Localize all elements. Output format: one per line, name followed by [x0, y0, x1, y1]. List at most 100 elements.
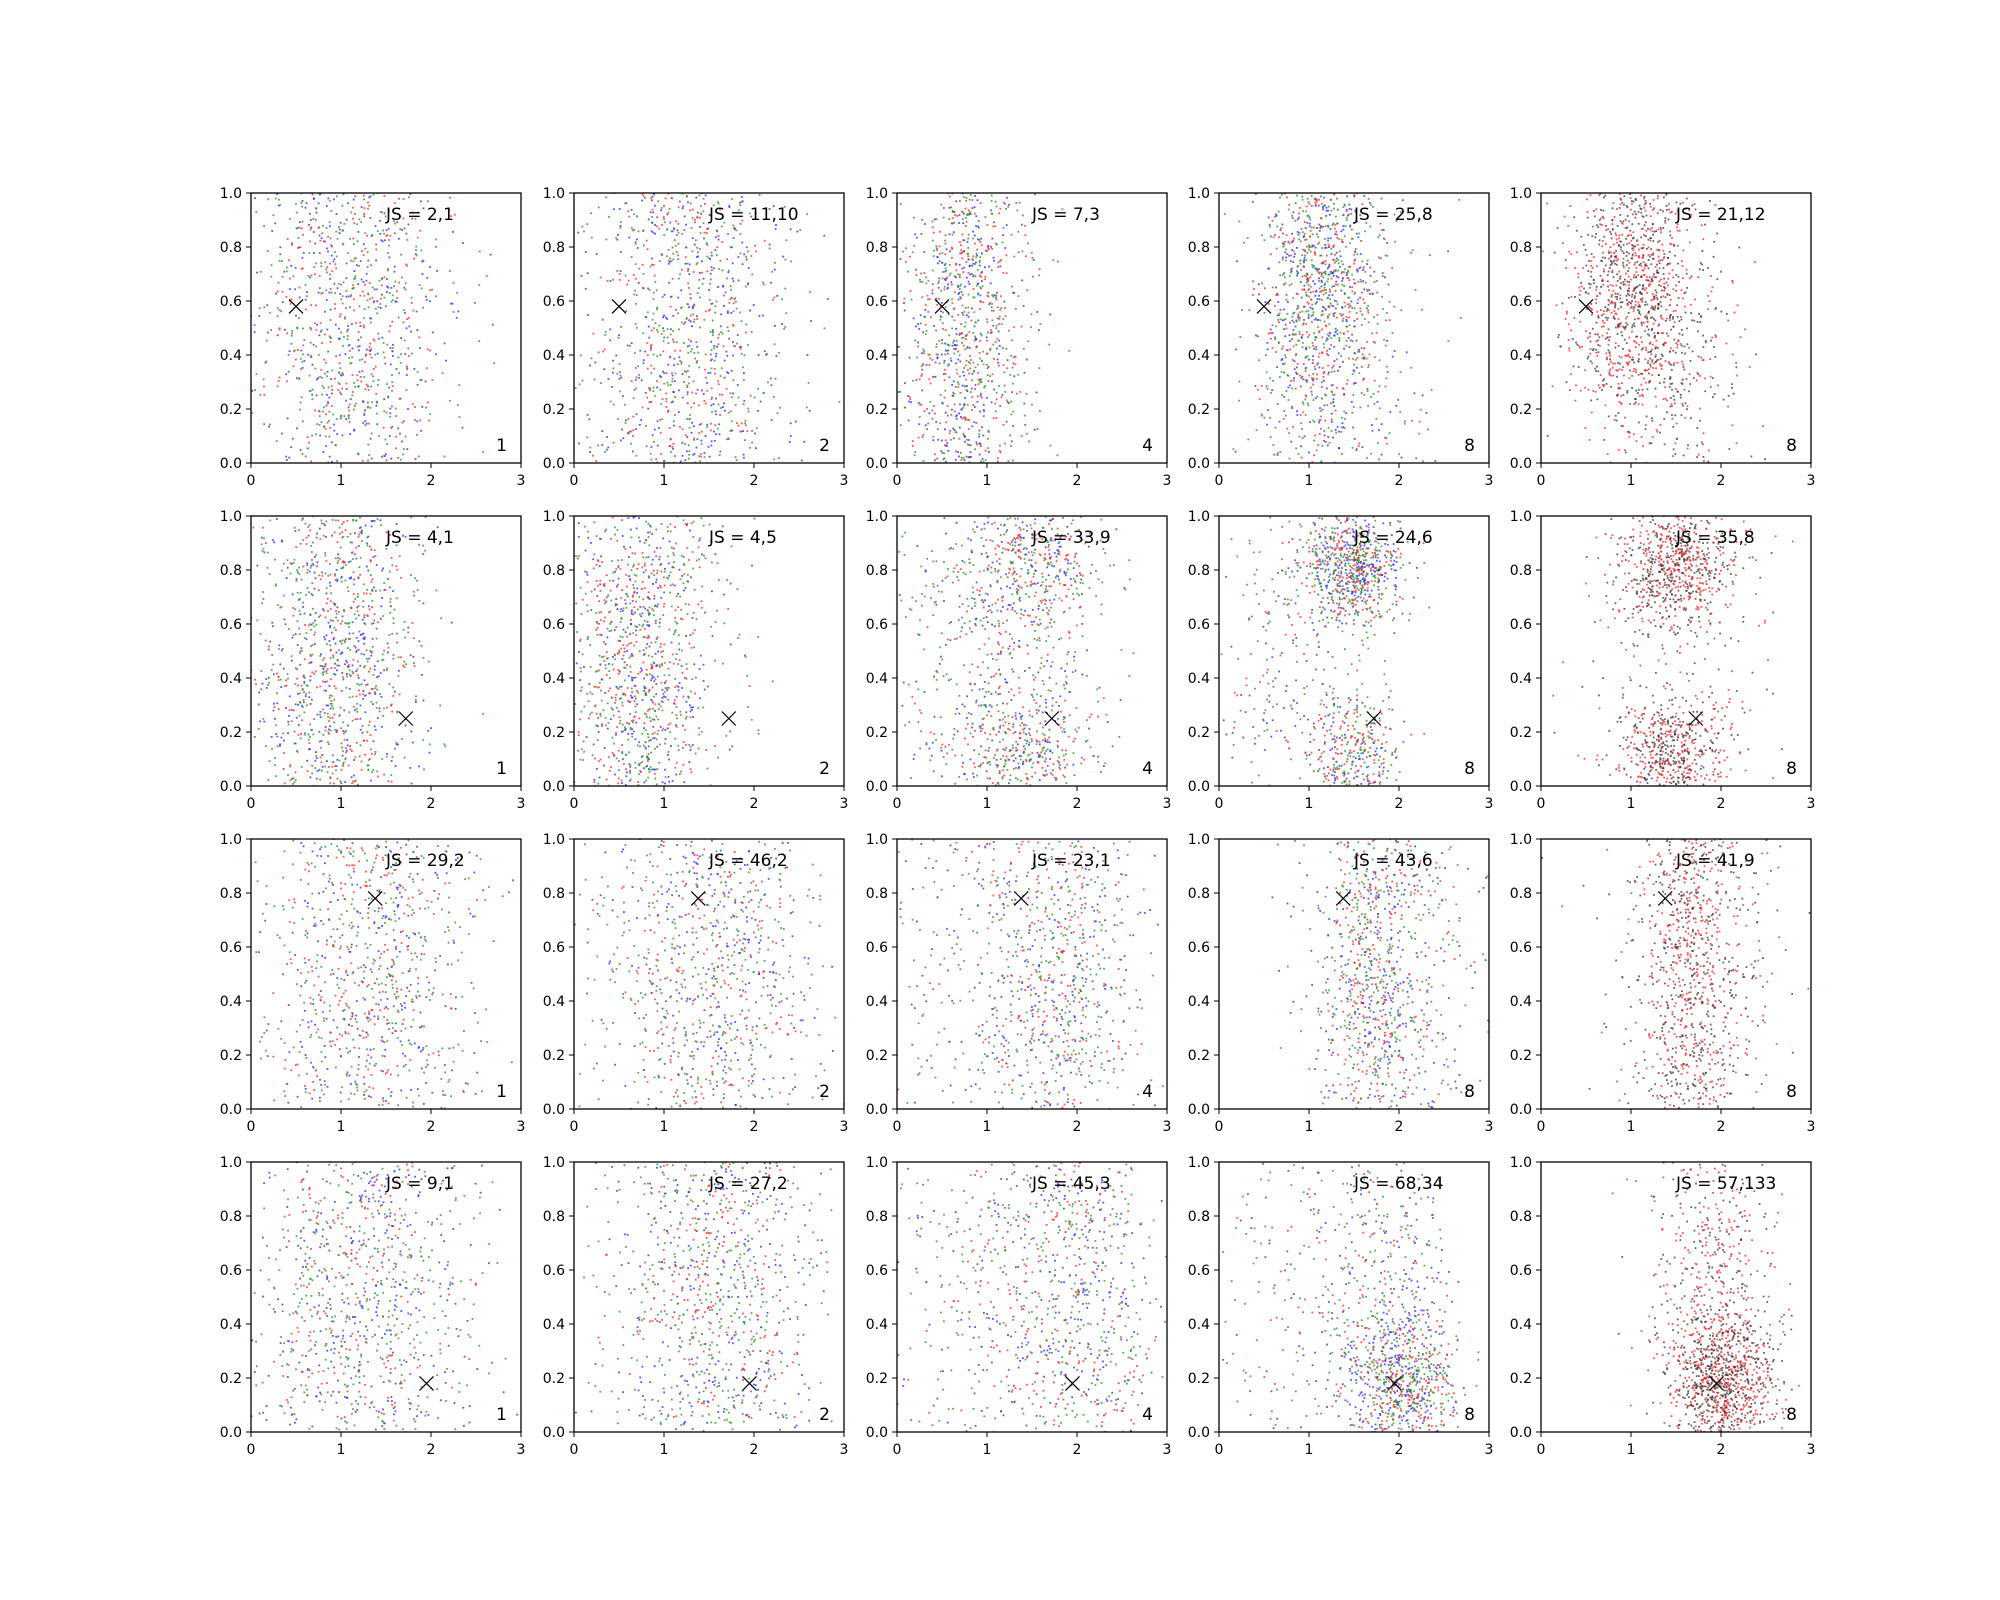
data-point: [334, 303, 337, 305]
data-point: [998, 385, 1000, 387]
data-point: [974, 195, 976, 197]
data-point: [1710, 386, 1712, 388]
data-point: [907, 270, 909, 273]
data-point: [737, 256, 740, 258]
data-point: [678, 389, 680, 392]
data-point: [1357, 281, 1360, 283]
data-point: [965, 455, 968, 458]
data-point: [1267, 302, 1270, 305]
data-point: [1362, 280, 1365, 282]
series-1-points: [251, 193, 494, 463]
data-point: [914, 339, 917, 342]
data-point: [668, 207, 671, 210]
data-point: [1654, 395, 1657, 398]
data-point: [1632, 433, 1635, 436]
data-point: [1617, 362, 1619, 364]
data-point: [1000, 295, 1002, 298]
data-point: [686, 402, 689, 405]
data-point: [695, 196, 698, 199]
data-point: [1359, 307, 1362, 310]
data-point: [924, 424, 927, 427]
data-point: [1360, 347, 1363, 349]
data-point: [1283, 243, 1286, 246]
data-point: [1308, 374, 1311, 377]
data-point: [660, 376, 662, 378]
data-point: [1326, 404, 1329, 407]
data-point: [933, 405, 935, 407]
data-point: [964, 225, 967, 227]
data-point: [1308, 346, 1311, 349]
data-point: [747, 344, 750, 346]
data-point: [1644, 424, 1647, 426]
data-point: [1620, 395, 1623, 397]
data-point: [946, 405, 949, 407]
data-point: [1345, 216, 1348, 219]
data-point: [330, 441, 333, 444]
data-point: [1587, 305, 1590, 308]
data-point: [1625, 354, 1628, 357]
data-point: [1339, 255, 1342, 258]
data-point: [370, 432, 373, 435]
data-point: [727, 437, 730, 440]
series-1-points: [1234, 194, 1449, 463]
data-point: [300, 396, 303, 399]
data-point: [334, 263, 337, 266]
data-point: [1646, 388, 1649, 391]
data-point: [706, 389, 709, 392]
data-point: [1283, 328, 1285, 330]
data-point: [1382, 308, 1385, 310]
data-point: [726, 310, 729, 313]
data-point: [314, 273, 316, 275]
data-point: [311, 363, 314, 366]
data-point: [974, 263, 976, 265]
data-point: [359, 359, 361, 361]
data-point: [291, 242, 293, 245]
data-point: [1027, 340, 1030, 343]
data-point: [951, 408, 953, 411]
data-point: [1359, 310, 1362, 313]
data-point: [1323, 430, 1326, 432]
data-point: [953, 352, 956, 355]
data-point: [419, 419, 422, 422]
data-point: [1299, 414, 1302, 416]
data-point: [1236, 260, 1238, 263]
data-point: [1654, 276, 1656, 279]
data-point: [765, 353, 768, 355]
data-point: [1579, 320, 1582, 323]
data-point: [683, 215, 686, 218]
data-point: [584, 287, 587, 290]
data-point: [1345, 272, 1348, 274]
data-point: [1253, 288, 1255, 290]
data-point: [720, 313, 722, 316]
data-point: [696, 318, 699, 320]
data-point: [357, 331, 360, 333]
data-point: [1633, 297, 1636, 299]
data-point: [353, 428, 356, 431]
data-point: [318, 415, 321, 417]
data-point: [944, 253, 947, 256]
data-point: [362, 281, 365, 283]
data-point: [925, 282, 928, 285]
data-point: [677, 312, 679, 315]
data-point: [299, 246, 302, 248]
data-point: [1302, 248, 1305, 251]
data-point: [951, 302, 954, 305]
data-point: [461, 426, 464, 429]
data-point: [718, 333, 720, 336]
data-point: [1670, 243, 1673, 246]
data-point: [251, 390, 254, 392]
data-point: [770, 281, 772, 284]
data-point: [1036, 428, 1039, 430]
data-point: [670, 230, 673, 233]
data-point: [1649, 215, 1652, 218]
data-point: [1650, 307, 1652, 310]
data-point: [371, 401, 373, 404]
data-point: [1618, 355, 1621, 358]
data-point: [1653, 337, 1656, 339]
data-point: [1579, 389, 1582, 392]
data-point: [958, 333, 961, 336]
data-point: [696, 438, 699, 441]
data-point: [735, 422, 738, 424]
data-point: [1386, 371, 1389, 374]
data-point: [1664, 397, 1667, 400]
